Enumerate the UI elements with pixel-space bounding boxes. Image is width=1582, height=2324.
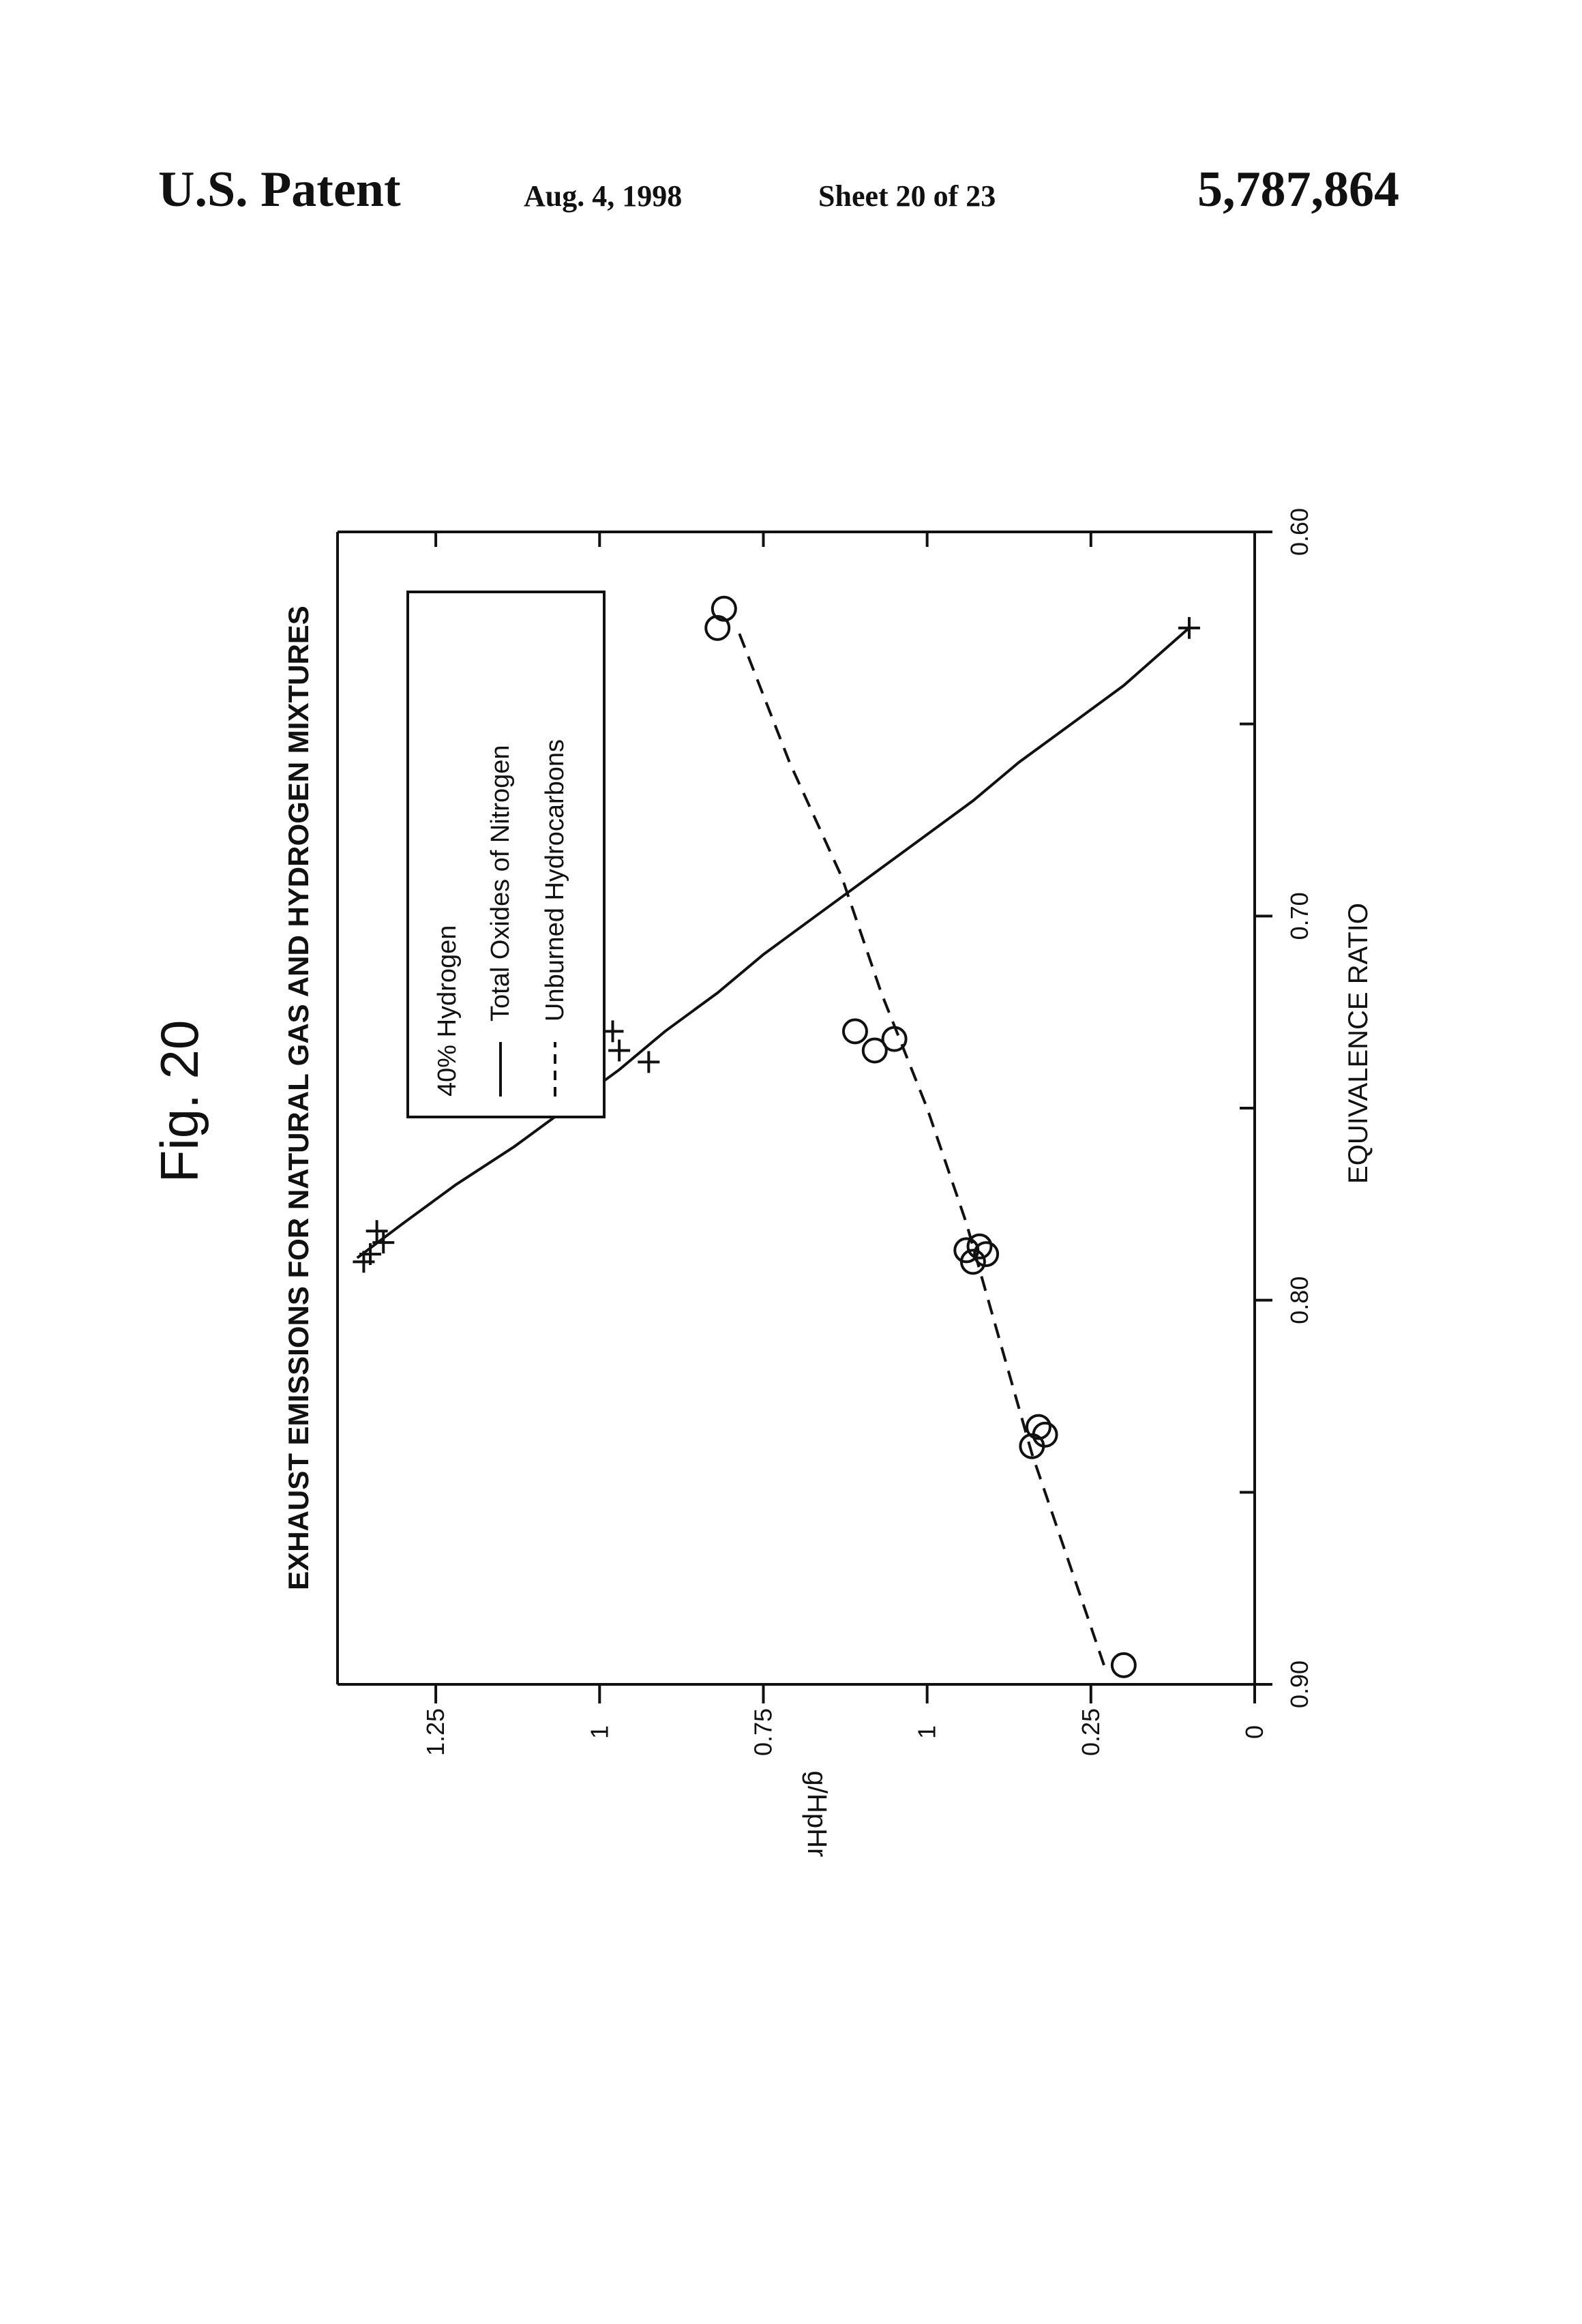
hc-curve [737, 628, 1104, 1665]
x-axis-label: EQUIVALENCE RATIO [1343, 903, 1373, 1184]
ratio-tick-label: 0.90 [1285, 1660, 1313, 1708]
hc-point [863, 1039, 886, 1062]
value-tick-label: 1 [913, 1725, 941, 1739]
legend-label-nox: Total Oxides of Nitrogen [486, 745, 515, 1022]
legend-title: 40% Hydrogen [433, 925, 462, 1097]
ratio-tick-label: 0.80 [1285, 1277, 1313, 1324]
hc-point [1112, 1654, 1135, 1677]
figure-label: Fig. 20 [149, 1020, 209, 1182]
value-tick-label: 1.25 [421, 1708, 449, 1756]
plot-area: 0 0.25 1 0.75 1 1.25 0.90 0.80 0.70 0.60 40% Hydro… [338, 508, 1313, 1756]
y-axis-label: g/HpHr [802, 1771, 832, 1858]
chart-title: EXHAUST EMISSIONS FOR NATURAL GAS AND HY… [282, 606, 314, 1590]
hc-point [844, 1019, 867, 1043]
value-tick-label: 0 [1240, 1725, 1268, 1739]
legend-label-hc: Unburned Hydrocarbons [541, 739, 569, 1022]
value-tick-label: 0.25 [1077, 1708, 1105, 1756]
ratio-tick-label: 0.70 [1285, 892, 1313, 940]
ratio-tick-label: 0.60 [1285, 508, 1313, 556]
value-tick-label: 0.75 [749, 1708, 777, 1756]
value-tick-label: 1 [585, 1725, 613, 1739]
